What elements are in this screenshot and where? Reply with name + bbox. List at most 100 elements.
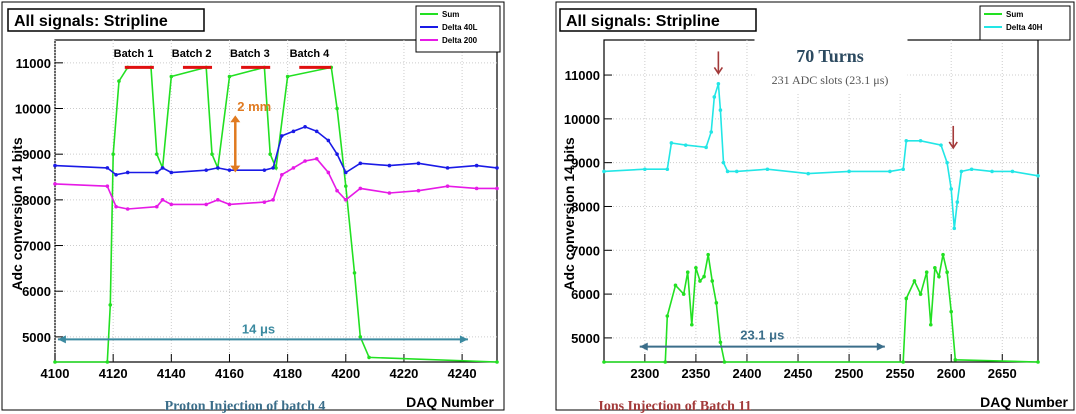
left-y-tick-label: 9000 — [22, 147, 51, 162]
left-series-delta-200-point — [280, 172, 284, 177]
right-series-delta-40h-point — [665, 167, 670, 172]
left-series-delta-200-point — [343, 198, 348, 202]
left-series-sum-point — [367, 355, 371, 360]
left-series-delta-200-point — [291, 166, 296, 170]
left-series-delta-200-point — [154, 204, 159, 209]
left-series-delta-200-point — [53, 182, 57, 186]
right-series-sum-point — [706, 252, 710, 257]
left-y-tick-label: 5000 — [22, 330, 51, 345]
left-series-delta-40l-point — [358, 161, 363, 166]
left-series-sum-point — [343, 184, 348, 188]
left-title-box — [7, 8, 205, 32]
right-series-delta-40h-point — [959, 169, 964, 174]
right-series-delta-40h-point — [952, 226, 957, 231]
right-series-delta-40h-point — [806, 171, 811, 176]
left-series-delta-40l-point — [303, 124, 307, 129]
left-series-delta-40l-point — [343, 170, 348, 175]
right-series-delta-40h-point — [1036, 174, 1040, 178]
right-y-tick-label: 10000 — [564, 112, 600, 127]
right-series-sum-point — [949, 309, 953, 314]
right-series-delta-40h-point — [683, 143, 688, 147]
left-y-tick-label: 6000 — [22, 284, 51, 299]
right-series-delta-40h-point — [712, 95, 717, 99]
left-y-tick-label: 7000 — [22, 239, 51, 254]
duration-arrowhead-right — [459, 335, 468, 344]
left-series-delta-200-point — [169, 202, 174, 207]
left-series-delta-200-point — [271, 198, 275, 202]
right-series-delta-40h-point — [643, 167, 647, 172]
right-series-delta-40h-point — [704, 145, 708, 150]
left-x-tick-label: 4160 — [215, 366, 244, 381]
left-series-sum-point — [227, 74, 232, 79]
batch-label: Batch 2 — [172, 48, 212, 60]
left-x-tick-label: 4220 — [389, 366, 418, 381]
right-series-delta-40h-point — [990, 169, 994, 174]
right-series-delta-40h-point — [904, 138, 909, 143]
batch-label: Batch 3 — [230, 48, 270, 60]
left-x-tick-label: 4200 — [331, 366, 360, 381]
left-series-delta-40l-point — [154, 170, 159, 175]
left-series-delta-200-point — [495, 186, 499, 191]
left-x-tick-label: 4180 — [273, 366, 302, 381]
left-plot-border — [54, 39, 498, 363]
left-series-sum-point — [154, 152, 159, 156]
right-series-delta-40h-point — [718, 108, 723, 112]
left-series-delta-200-point — [335, 188, 339, 193]
right-series-sum-point — [912, 279, 917, 283]
left-series-delta-40l-point — [495, 166, 499, 170]
peak-arrowhead — [948, 141, 958, 150]
right-series-sum-point — [673, 283, 678, 288]
left-series-sum-point — [111, 152, 115, 156]
right-series-sum-point — [602, 360, 606, 364]
left-series-delta-40l-point — [280, 134, 284, 138]
left-legend: Sum Delta 40L Delta 200 — [415, 5, 501, 53]
right-y-tick-label: 8000 — [571, 199, 600, 214]
left-y-tick-label: 11000 — [16, 56, 51, 71]
right-y-tick-label: 7000 — [571, 243, 600, 258]
right-series-delta-40h-point — [955, 200, 960, 204]
left-series-delta-200-point — [445, 184, 450, 188]
left-series-sum-point — [53, 360, 57, 364]
right-x-axis-label: DAQ Number — [980, 394, 1068, 410]
right-series-sum-point — [694, 266, 698, 270]
left-series-delta-200-point — [160, 198, 165, 202]
right-y-tick-label: 11000 — [565, 68, 600, 83]
left-series-delta-200-point — [303, 159, 307, 163]
right-series-sum-point — [702, 274, 706, 279]
left-x-axis-label: DAQ Number — [406, 394, 494, 410]
right-series-sum-point — [665, 314, 670, 318]
right-legend: Sum Delta 40H — [979, 5, 1071, 41]
left-series-sum-point — [352, 271, 357, 275]
left-series-delta-40l-point — [216, 166, 220, 170]
left-series-delta-200-point — [105, 184, 110, 188]
right-series-delta-40h-point — [901, 167, 906, 172]
right-series-delta-40h-point — [939, 143, 943, 147]
left-series-delta-40l-point — [445, 166, 450, 170]
left-series-delta-200-point — [204, 202, 209, 207]
right-series-delta-40h-line — [603, 83, 1039, 229]
right-series-sum-point — [953, 358, 958, 362]
right-x-tick-label: 2450 — [784, 366, 813, 381]
right-series-delta-40h-point — [765, 167, 770, 172]
right-x-tick-label: 2550 — [886, 366, 915, 381]
batch-label: Batch 4 — [290, 48, 331, 60]
right-series-delta-40h-point — [949, 187, 953, 191]
left-y-tick-label: 8000 — [22, 193, 51, 208]
right-series-sum-point — [698, 279, 702, 283]
duration-arrowhead-right — [876, 342, 885, 351]
left-series-sum-point — [495, 360, 499, 364]
left-series-delta-40l-point — [262, 168, 267, 172]
left-series-delta-40l-point — [474, 163, 479, 168]
left-series-delta-200-point — [227, 202, 232, 207]
left-legend-label: Sum — [442, 10, 459, 19]
left-series-delta-40l-point — [125, 170, 130, 175]
right-chart-title: All signals: Stripline — [566, 13, 720, 30]
left-series-delta-40l-point — [105, 166, 110, 170]
gap-arrowhead-up — [230, 115, 241, 123]
left-series-delta-40l-point — [335, 152, 339, 156]
right-series-delta-40h-point — [945, 160, 949, 165]
right-x-tick-label: 2600 — [937, 366, 966, 381]
right-title-box — [559, 8, 757, 32]
left-plot-area: 4100 4120 4140 4160 4180 4200 4220 4240 5000 6000… — [15, 39, 499, 381]
left-series-delta-40l-point — [326, 138, 331, 143]
